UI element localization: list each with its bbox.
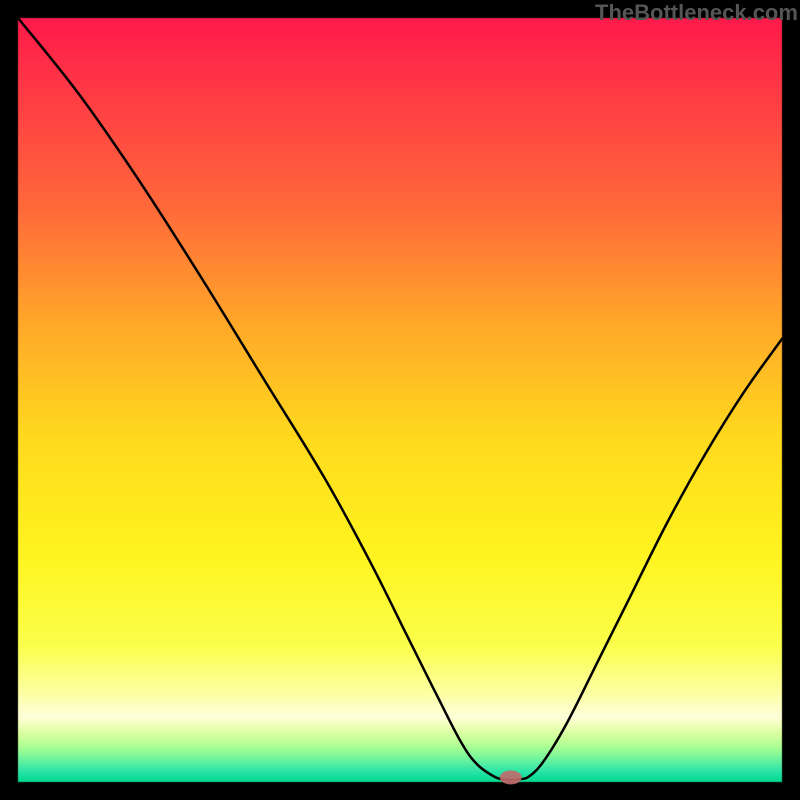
bottleneck-curve — [18, 18, 782, 780]
chart-container: TheBottleneck.com — [0, 0, 800, 800]
optimum-marker — [500, 770, 522, 784]
watermark-label: TheBottleneck.com — [595, 0, 798, 26]
plot-svg — [0, 0, 800, 800]
